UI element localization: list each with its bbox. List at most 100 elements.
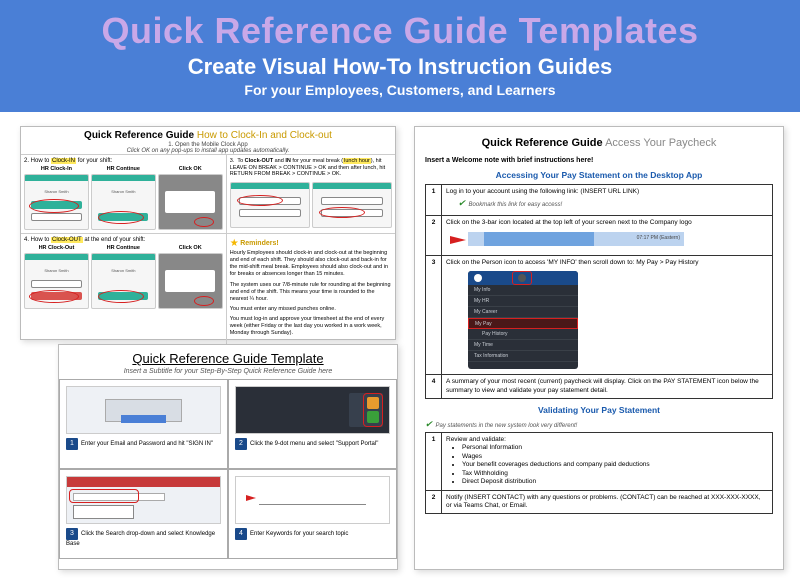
row-text: Log in to your account using the followi… (446, 188, 768, 196)
col-head: HR Clock-Out (24, 245, 89, 251)
phone-mock (158, 253, 223, 309)
table-row: 2 Notify (INSERT CONTACT) with any quest… (426, 490, 773, 514)
template-cell: 3Click the Search drop-down and select K… (59, 469, 228, 559)
card-template-guide: Quick Reference Guide Template Insert a … (58, 344, 398, 570)
reminder-text: You must enter any missed punches online… (230, 306, 392, 313)
menu-item: My Time (468, 340, 578, 351)
step-num: 1 (66, 438, 78, 450)
card1-title-rest: How to Clock-In and Clock-out (197, 130, 332, 141)
bullet-list: Personal Information Wages Your benefit … (462, 444, 768, 486)
reminder-text: The system uses our 7/8-minute rule for … (230, 282, 392, 303)
row-body: Log in to your account using the followi… (442, 185, 773, 216)
row-body: Review and validate: Personal Informatio… (442, 432, 773, 490)
reminders-title: Reminders! (240, 240, 279, 247)
reminder-text: You must log-in and approve your timeshe… (230, 316, 392, 337)
list-item: Tax Withholding (462, 470, 768, 478)
card3-section1: Accessing Your Pay Statement on the Desk… (425, 170, 773, 180)
row-note: Bookmark this link for easy access! (469, 202, 563, 208)
phone-mock (230, 182, 310, 228)
table-row: 1 Review and validate: Personal Informat… (426, 432, 773, 490)
lbl-hl: Clock-OUT (51, 237, 83, 243)
phone-mock: Sharon Smith (24, 174, 89, 230)
phone-mock (312, 182, 392, 228)
menu-item: Pay History (468, 329, 578, 340)
reminders-box: ★ Reminders! Hourly Employees should clo… (227, 234, 395, 344)
phone-mock: Sharon Smith (91, 174, 156, 230)
list-item: Direct Deposit distribution (462, 478, 768, 486)
search-icon (474, 274, 482, 282)
list-item: Wages (462, 453, 768, 461)
row-body: Click on the 3-bar icon located at the t… (442, 216, 773, 255)
check-icon: ✔ (425, 419, 433, 429)
lbl-pre: 2. How to (24, 158, 51, 164)
lbl-hl: Clock-IN (51, 158, 76, 164)
menu-item: My Info (468, 285, 578, 296)
row-num: 4 (426, 375, 442, 399)
red-highlight (512, 271, 532, 285)
card1-row2-label: 4. How to Clock-OUT at the end of your s… (24, 237, 223, 243)
section2-table: 1 Review and validate: Personal Informat… (425, 432, 773, 515)
reminder-text: Hourly Employees should clock-in and clo… (230, 250, 392, 279)
row-num: 2 (426, 490, 442, 514)
col-head: HR Continue (91, 166, 156, 172)
card3-section2: Validating Your Pay Statement (425, 405, 773, 415)
header-banner: Quick Reference Guide Templates Create V… (0, 0, 800, 112)
list-item: Your benefit coverages deductions and co… (462, 461, 768, 469)
col-head: HR Clock-In (24, 166, 89, 172)
row-text: Click on the Person icon to access 'MY I… (446, 259, 768, 267)
card3-title: Quick Reference Guide Access Your Payche… (425, 135, 773, 151)
menu-item: My Career (468, 307, 578, 318)
card-paycheck-guide: Quick Reference Guide Access Your Payche… (414, 126, 784, 570)
row-num: 2 (426, 216, 442, 255)
row-body: Click on the Person icon to access 'MY I… (442, 255, 773, 374)
menu-item: Tax Information (468, 351, 578, 362)
table-row: 2 Click on the 3-bar icon located at the… (426, 216, 773, 255)
step-num: 4 (235, 528, 247, 540)
cell-img (66, 476, 221, 524)
step-caption: Enter Keywords for your search topic (250, 531, 348, 537)
check-icon: ✔ (458, 198, 466, 208)
template-cell: 2Click the 9-dot menu and select "Suppor… (228, 379, 397, 469)
row-text: Click on the 3-bar icon located at the t… (446, 219, 768, 227)
arrow-icon (246, 495, 256, 501)
table-row: 1 Log in to your account using the follo… (426, 185, 773, 216)
phone-mock: Sharon Smith (24, 253, 89, 309)
row-num: 3 (426, 255, 442, 374)
card-clock-guide: Quick Reference Guide How to Clock-In an… (20, 126, 396, 340)
cell-img (235, 476, 390, 524)
row-text: A summary of your most recent (current) … (442, 375, 773, 399)
phone-menu-mock: My Info My HR My Career My Pay Pay Histo… (468, 271, 578, 369)
card2-title: Quick Reference Guide Template (59, 345, 397, 368)
page-title: Quick Reference Guide Templates (0, 10, 800, 52)
card3-title-bold: Quick Reference Guide (482, 137, 603, 149)
col-head: Click OK (158, 245, 223, 251)
card1-row1-right: 3. To Clock-OUT and IN for your meal bre… (230, 158, 392, 178)
page-subtitle-2: For your Employees, Customers, and Learn… (0, 82, 800, 98)
card3-welcome: Insert a Welcome note with brief instruc… (425, 157, 773, 164)
card3-title-rest: Access Your Paycheck (605, 137, 716, 149)
table-row: 4 A summary of your most recent (current… (426, 375, 773, 399)
step-caption: Click the 9-dot menu and select "Support… (250, 441, 378, 447)
card1-title-bold: Quick Reference Guide (84, 130, 194, 141)
list-item: Personal Information (462, 444, 768, 452)
row-text: Notify (INSERT CONTACT) with any questio… (442, 490, 773, 514)
cell-img (66, 386, 221, 434)
section1-table: 1 Log in to your account using the follo… (425, 184, 773, 399)
step-num: 2 (235, 438, 247, 450)
page-subtitle-1: Create Visual How-To Instruction Guides (0, 54, 800, 80)
phone-mock (158, 174, 223, 230)
table-row: 3 Click on the Person icon to access 'MY… (426, 255, 773, 374)
card2-subtitle: Insert a Subtitle for your Step-By-Step … (59, 368, 397, 375)
row-num: 1 (426, 432, 442, 490)
card1-row1-label: 2. How to Clock-IN for your shift: (24, 158, 223, 164)
menu-item: My HR (468, 296, 578, 307)
hl: lunch hour (343, 158, 371, 164)
template-cell: 4Enter Keywords for your search topic (228, 469, 397, 559)
row-text: Review and validate: (446, 436, 768, 444)
star-icon: ★ (230, 238, 239, 249)
header-bar-mock: 07:17 PM (Eastern) (468, 232, 768, 250)
card1-title: Quick Reference Guide How to Clock-In an… (21, 127, 395, 142)
section2-note: Pay statements in the new system look ve… (436, 423, 578, 429)
step-caption: Enter your Email and Password and hit "S… (81, 441, 213, 447)
col-head: HR Continue (91, 245, 156, 251)
